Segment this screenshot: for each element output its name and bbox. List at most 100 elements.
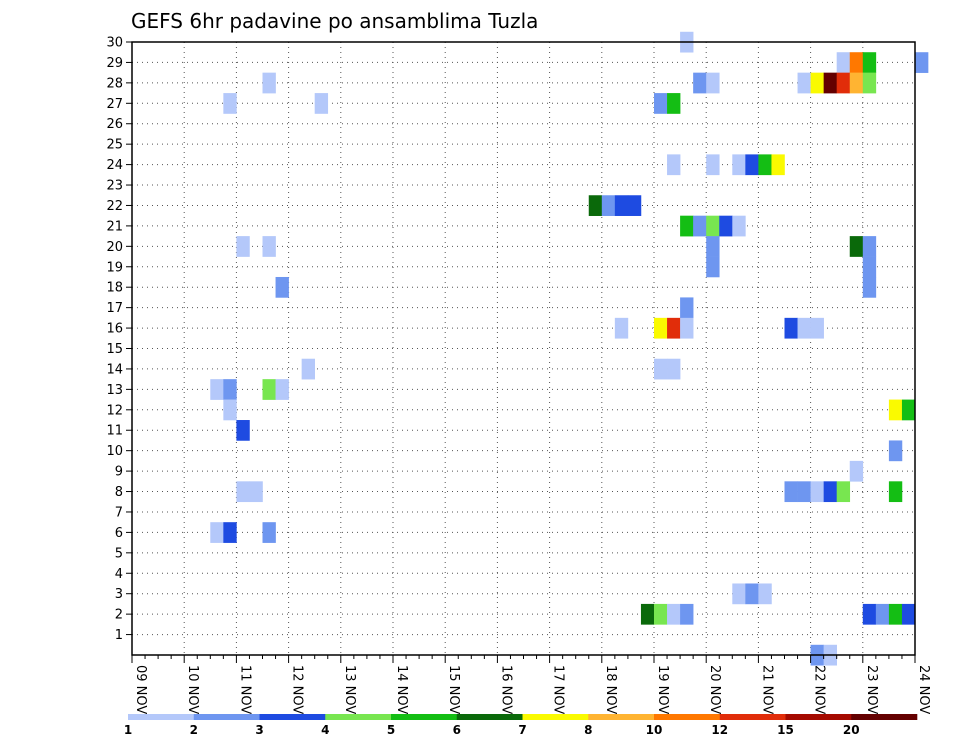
heatmap-cell	[862, 52, 877, 73]
heatmap-cell	[784, 481, 798, 503]
heatmap-cell	[667, 603, 681, 625]
y-axis: 1234567891011121314151617181920212223242…	[106, 36, 132, 643]
heatmap-cell	[888, 399, 903, 421]
colorbar-label: 4	[321, 723, 329, 737]
heatmap-cell	[797, 481, 811, 503]
heatmap-cell	[810, 317, 824, 339]
heatmap-cell	[849, 52, 864, 73]
heatmap-cell	[680, 297, 694, 319]
colorbar-label: 2	[190, 723, 198, 737]
x-tick-label: 09 NOV	[133, 665, 148, 714]
heatmap-cell	[810, 72, 824, 94]
colorbar-label: 8	[584, 723, 592, 737]
heatmap-cell	[601, 195, 616, 216]
y-tick-label: 22	[106, 199, 123, 214]
heatmap-cell	[862, 603, 877, 625]
heatmap-cell	[836, 72, 851, 94]
chart-title: GEFS 6hr padavine po ansamblima Tuzla	[131, 9, 538, 33]
heatmap-cell	[745, 583, 759, 605]
heatmap-cell	[732, 215, 746, 237]
y-tick-label: 10	[106, 444, 123, 459]
y-tick-label: 1	[115, 628, 123, 643]
y-tick-label: 14	[106, 362, 123, 377]
heatmap-cell	[223, 379, 237, 400]
colorbar-swatch	[325, 714, 392, 720]
heatmap-cell	[654, 603, 668, 625]
heatmap-cell	[223, 522, 237, 543]
heatmap-cell	[627, 195, 642, 216]
x-tick-label: 17 NOV	[551, 665, 566, 714]
colorbar-swatch	[456, 714, 523, 720]
colorbar-swatch	[719, 714, 786, 720]
heatmap-cell	[262, 236, 276, 257]
y-tick-label: 18	[106, 281, 123, 296]
heatmap-cell	[654, 317, 668, 339]
colorbar-swatch	[654, 714, 721, 720]
x-tick-label: 14 NOV	[394, 665, 409, 714]
y-tick-label: 12	[106, 403, 123, 418]
heatmap-cell	[262, 72, 276, 94]
heatmap-cell	[706, 215, 720, 237]
heatmap-cell	[849, 460, 864, 482]
heatmap-cell	[680, 215, 694, 237]
y-tick-label: 3	[115, 587, 123, 602]
data-cells	[210, 31, 929, 666]
heatmap-cell	[849, 236, 864, 257]
heatmap-cell	[901, 603, 916, 625]
heatmap-cell	[654, 358, 668, 380]
x-tick-label: 13 NOV	[342, 665, 357, 714]
heatmap-cell	[888, 481, 903, 503]
heatmap-cell	[262, 379, 276, 400]
heatmap-cell	[275, 276, 289, 298]
x-tick-label: 18 NOV	[603, 665, 618, 714]
heatmap-cell	[758, 154, 772, 176]
heatmap-cell	[849, 72, 864, 94]
heatmap-cell	[836, 481, 851, 503]
colorbar-label: 12	[711, 723, 728, 737]
heatmap-cell	[210, 379, 224, 400]
heatmap-cell	[771, 154, 785, 176]
colorbar-swatch	[785, 714, 852, 720]
heatmap-cell	[706, 72, 720, 94]
colorbar-label: 6	[453, 723, 461, 737]
x-tick-label: 15 NOV	[446, 665, 461, 714]
heatmap-cell	[640, 603, 655, 625]
heatmap-cell	[888, 603, 903, 625]
heatmap-cell	[745, 154, 759, 176]
colorbar-label: 20	[843, 723, 860, 737]
heatmap-cell	[680, 317, 694, 339]
heatmap-cell	[797, 72, 811, 94]
heatmap-cell	[719, 215, 733, 237]
heatmap-cell	[210, 522, 224, 543]
heatmap-cell	[667, 358, 681, 380]
heatmap-cell	[667, 317, 681, 339]
y-tick-label: 2	[115, 608, 123, 623]
y-tick-label: 25	[106, 138, 123, 153]
y-tick-label: 26	[106, 117, 123, 132]
x-tick-label: 12 NOV	[290, 665, 305, 714]
y-tick-label: 28	[106, 76, 123, 91]
colorbar-swatch	[193, 714, 260, 720]
colorbar: 1 2 3 4 5 6 7 8 10 12 15 20	[124, 714, 918, 737]
heatmap-cell	[236, 420, 250, 441]
y-tick-label: 13	[106, 383, 123, 398]
y-tick-label: 24	[106, 158, 123, 173]
heatmap-cell	[301, 358, 315, 380]
y-tick-label: 30	[106, 36, 123, 51]
y-tick-label: 19	[106, 260, 123, 275]
heatmap-cell	[823, 72, 837, 94]
y-tick-label: 4	[115, 567, 123, 582]
heatmap-cell	[862, 256, 877, 278]
heatmap-cell	[275, 379, 289, 400]
heatmap-cell	[706, 154, 720, 176]
y-tick-label: 21	[106, 219, 123, 234]
heatmap-cell	[732, 154, 746, 176]
heatmap-cell	[680, 603, 694, 625]
y-tick-label: 16	[106, 322, 123, 337]
heatmap-cell	[314, 93, 329, 114]
heatmap-cell	[901, 399, 916, 421]
y-tick-label: 17	[106, 301, 123, 316]
x-tick-label: 23 NOV	[864, 665, 879, 714]
y-tick-label: 29	[106, 56, 123, 71]
